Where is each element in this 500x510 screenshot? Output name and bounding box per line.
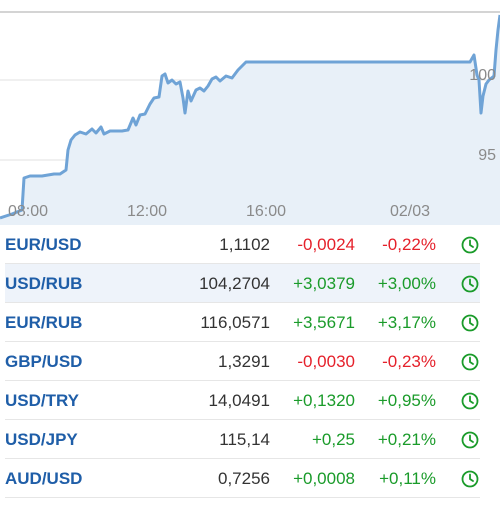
price-area: [0, 15, 500, 225]
currency-pair-link[interactable]: EUR/USD: [5, 235, 82, 254]
currency-pair-link[interactable]: USD/RUB: [5, 274, 83, 293]
rate-price: 1,1102: [219, 235, 270, 254]
rate-change: +0,25: [311, 430, 355, 449]
clock-icon: [461, 275, 479, 293]
rate-change-percent: +3,00%: [377, 274, 436, 293]
price-line: [0, 14, 500, 220]
clock-icon: [461, 470, 479, 488]
rate-row-usd-rub[interactable]: USD/RUB 104,2704 +3,0379 +3,00%: [5, 264, 480, 303]
x-tick-label: 08:00: [8, 203, 48, 220]
rate-price: 116,0571: [200, 313, 270, 332]
rate-change: +3,5671: [293, 313, 355, 332]
rate-price: 14,0491: [208, 391, 270, 410]
clock-icon: [461, 314, 479, 332]
rate-change-percent: -0,22%: [382, 235, 436, 254]
rate-row-usd-try[interactable]: USD/TRY 14,0491 +0,1320 +0,95%: [5, 381, 480, 420]
rate-change-percent: -0,23%: [382, 352, 436, 371]
rate-change-percent: +3,17%: [377, 313, 436, 332]
rate-change: -0,0030: [297, 352, 355, 371]
x-tick-label: 16:00: [246, 203, 286, 220]
currency-pair-link[interactable]: USD/JPY: [5, 430, 78, 449]
price-chart-svg: 08:00 12:00 16:00 02/03 100 95: [0, 11, 500, 225]
x-tick-label: 12:00: [127, 203, 167, 220]
rate-row-eur-rub[interactable]: EUR/RUB 116,0571 +3,5671 +3,17%: [5, 303, 480, 342]
rate-change: +0,1320: [293, 391, 355, 410]
rate-row-gbp-usd[interactable]: GBP/USD 1,3291 -0,0030 -0,23%: [5, 342, 480, 381]
currency-pair-link[interactable]: AUD/USD: [5, 469, 83, 488]
rate-price: 0,7256: [218, 469, 270, 488]
clock-icon: [461, 236, 479, 254]
rate-row-usd-jpy[interactable]: USD/JPY 115,14 +0,25 +0,21%: [5, 420, 480, 459]
rate-row-aud-usd[interactable]: AUD/USD 0,7256 +0,0008 +0,11%: [5, 459, 480, 498]
clock-icon: [461, 431, 479, 449]
y-tick-label: 100: [469, 67, 496, 84]
rate-row-eur-usd[interactable]: EUR/USD 1,1102 -0,0024 -0,22%: [5, 225, 480, 264]
price-chart: 08:00 12:00 16:00 02/03 100 95: [0, 0, 500, 225]
rate-change-percent: +0,11%: [379, 469, 436, 488]
rate-change: +0,0008: [293, 469, 355, 488]
currency-pair-link[interactable]: USD/TRY: [5, 391, 79, 410]
rate-change-percent: +0,21%: [377, 430, 436, 449]
y-tick-label: 95: [478, 147, 496, 164]
x-tick-label: 02/03: [390, 203, 430, 220]
rate-price: 104,2704: [199, 274, 270, 293]
rate-change-percent: +0,95%: [377, 391, 436, 410]
rate-change: -0,0024: [297, 235, 355, 254]
currency-pair-link[interactable]: GBP/USD: [5, 352, 83, 371]
clock-icon: [461, 392, 479, 410]
rate-price: 115,14: [219, 430, 270, 449]
currency-pair-link[interactable]: EUR/RUB: [5, 313, 83, 332]
rate-price: 1,3291: [218, 352, 270, 371]
clock-icon: [461, 353, 479, 371]
rate-change: +3,0379: [293, 274, 355, 293]
